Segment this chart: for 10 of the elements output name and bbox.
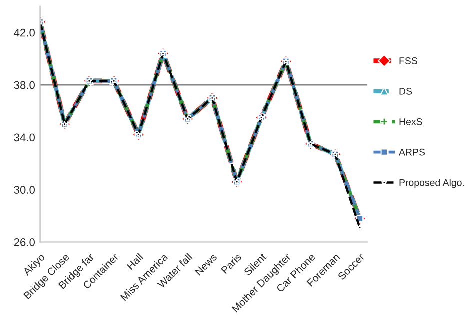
legend-label: FSS — [400, 58, 418, 64]
y-tick-label: 26.0 — [14, 238, 35, 246]
legend-label: DS — [400, 88, 412, 95]
legend-label: ARPS — [399, 148, 426, 156]
y-tick-label: 38.0 — [14, 81, 35, 90]
y-tick-label: 34.0 — [14, 134, 35, 142]
y-tick-label: 42.0 — [14, 28, 35, 37]
legend-label: HexS — [400, 118, 422, 126]
y-tick-label: 30.0 — [14, 186, 35, 194]
legend-label: Proposed Algo. — [400, 179, 464, 188]
